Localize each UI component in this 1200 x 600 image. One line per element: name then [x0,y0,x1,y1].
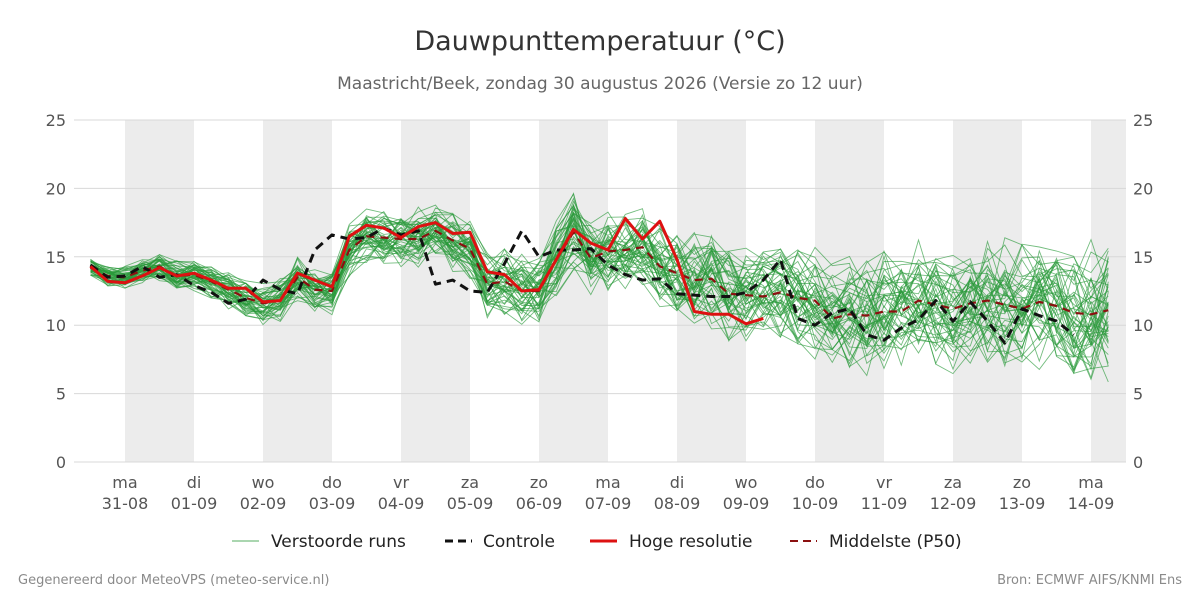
x-tick-date: 01-09 [171,494,218,513]
x-tick-day: ma [1078,473,1103,492]
legend-item-verstoorde-runs: Verstoorde runs [232,532,406,552]
y-tick-label: 0 [1133,453,1143,472]
day-band [1091,120,1126,462]
y-axis-left: 0 5 10 15 20 25 [46,111,66,472]
x-axis: ma 31-08 di 01-09 wo 02-09 do 03-09 vr 04-09 za 05-… [102,473,1115,513]
x-tick-date: 02-09 [240,494,287,513]
x-tick-day: wo [252,473,275,492]
series-member-line [90,217,1109,325]
series-member-line [90,228,1109,383]
footer-generator: Gegenereerd door MeteoVPS (meteo-service… [18,573,329,588]
legend-label-verstoorde-runs: Verstoorde runs [271,532,406,552]
series-member-line [90,236,1109,361]
legend-label-hoge-resolutie: Hoge resolutie [629,532,753,552]
series-member-line [90,207,1109,328]
legend-item-hoge-resolutie: Hoge resolutie [590,532,753,552]
series-member-line [90,233,1109,380]
legend-label-middelste-p50: Middelste (P50) [829,532,962,552]
series-member-line [90,225,1109,371]
x-tick-date: 31-08 [102,494,149,513]
series-controle-line [89,226,1075,345]
series-hoge-resolutie-line [89,217,764,326]
x-tick-day: vr [876,473,892,492]
y-tick-label: 5 [56,385,66,404]
x-tick-date: 03-09 [309,494,356,513]
x-tick-day: do [322,473,342,492]
y-tick-label: 0 [56,453,66,472]
x-tick-day: do [805,473,825,492]
footer-source: Bron: ECMWF AIFS/KNMI Ens [997,573,1182,588]
series-member-line [90,227,1109,367]
legend-item-controle: Controle [445,532,555,552]
x-tick-day: za [944,473,962,492]
y-tick-label: 5 [1133,385,1143,404]
x-tick-date: 06-09 [516,494,563,513]
y-tick-label: 20 [46,179,66,198]
x-tick-day: di [670,473,685,492]
series-member-line [90,227,1109,377]
main-series [89,217,1109,345]
series-middelste-p50-line [90,229,1109,320]
x-tick-date: 09-09 [723,494,770,513]
y-tick-label: 15 [46,248,66,267]
chart-subtitle: Maastricht/Beek, zondag 30 augustus 2026… [337,74,863,94]
x-tick-day: ma [595,473,620,492]
x-tick-day: wo [735,473,758,492]
x-tick-date: 14-09 [1068,494,1115,513]
legend-item-middelste-p50: Middelste (P50) [790,532,962,552]
chart-title: Dauwpunttemperatuur (°C) [414,26,785,57]
series-member-line [90,229,1109,343]
series-member-line [90,216,1109,335]
x-tick-date: 12-09 [930,494,977,513]
series-member-line [90,204,1109,316]
y-axis-right: 0 5 10 15 20 25 [1133,111,1153,472]
x-tick-day: za [461,473,479,492]
legend: Verstoorde runs Controle Hoge resolutie … [232,532,962,552]
day-band [125,120,194,462]
y-tick-label: 10 [46,316,66,335]
x-tick-day: di [187,473,202,492]
x-tick-day: vr [393,473,409,492]
day-band [401,120,470,462]
x-tick-day: zo [1013,473,1031,492]
legend-label-controle: Controle [483,532,555,552]
y-tick-label: 25 [46,111,66,130]
y-tick-label: 10 [1133,316,1153,335]
x-tick-date: 13-09 [999,494,1046,513]
x-tick-date: 04-09 [378,494,425,513]
x-tick-date: 05-09 [447,494,494,513]
x-tick-day: zo [530,473,548,492]
y-tick-label: 15 [1133,248,1153,267]
x-tick-date: 08-09 [654,494,701,513]
series-verstoorde-runs [90,192,1109,383]
y-tick-label: 25 [1133,111,1153,130]
x-tick-date: 11-09 [861,494,908,513]
x-tick-date: 10-09 [792,494,839,513]
x-tick-day: ma [112,473,137,492]
y-tick-label: 20 [1133,179,1153,198]
x-tick-date: 07-09 [585,494,632,513]
